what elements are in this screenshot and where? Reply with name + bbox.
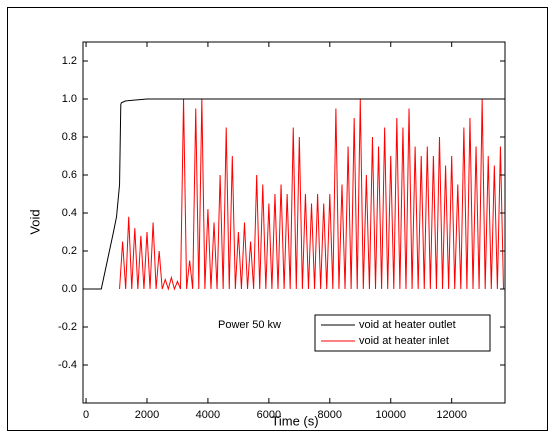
legend-label: void at heater outlet bbox=[359, 319, 456, 331]
plot-border bbox=[82, 41, 506, 404]
x-tick-label: 10000 bbox=[375, 409, 406, 421]
y-tick-label: 0.2 bbox=[62, 245, 77, 257]
frame bbox=[7, 7, 548, 431]
annotation: Power 50 kw bbox=[218, 319, 281, 331]
x-tick-label: 0 bbox=[83, 409, 89, 421]
y-tick-label: 0.0 bbox=[62, 283, 77, 295]
y-tick-label: 0.8 bbox=[62, 131, 77, 143]
y-tick-label: 1.2 bbox=[62, 55, 77, 67]
y-tick-label: 0.4 bbox=[62, 207, 77, 219]
x-tick-label: 12000 bbox=[436, 409, 467, 421]
y-tick-label: 0.6 bbox=[62, 169, 77, 181]
y-tick-label: -0.4 bbox=[58, 359, 77, 371]
data-line bbox=[119, 98, 504, 291]
x-tick-label: 4000 bbox=[196, 409, 220, 421]
data-line bbox=[86, 98, 504, 290]
x-axis-label: Time (s) bbox=[271, 413, 318, 428]
x-tick-label: 2000 bbox=[135, 409, 159, 421]
legend-box bbox=[314, 314, 491, 352]
x-tick-label: 6000 bbox=[257, 409, 281, 421]
y-axis-label: Void bbox=[27, 209, 42, 234]
x-tick-label: 8000 bbox=[318, 409, 342, 421]
legend-label: void at heater inlet bbox=[359, 335, 449, 347]
y-tick-label: -0.2 bbox=[58, 321, 77, 333]
y-tick-label: 1.0 bbox=[62, 93, 77, 105]
